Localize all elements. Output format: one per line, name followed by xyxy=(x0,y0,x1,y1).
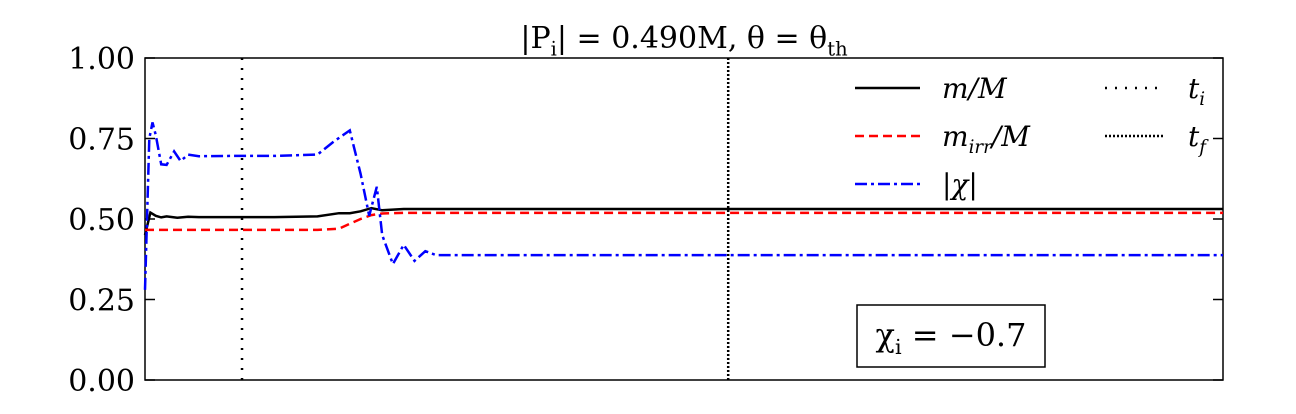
annotation-part: i xyxy=(895,335,902,359)
y-tick-label: 1.00 xyxy=(68,42,135,77)
legend-label: |χ| xyxy=(942,168,978,201)
legend-label-part: t xyxy=(1188,72,1200,105)
chart-title: |Pi| = 0.490M, θ = θth xyxy=(520,21,848,61)
chart-title-part: th xyxy=(827,38,848,61)
legend-label-part: f xyxy=(1197,137,1209,158)
legend-label: mirr/M xyxy=(942,120,1031,158)
line-series xyxy=(143,122,1223,290)
legend-label: tf xyxy=(1188,120,1209,158)
annotation-part: = −0.7 xyxy=(902,316,1027,354)
line-series xyxy=(145,211,1223,232)
legend-label: m/M xyxy=(942,72,1008,105)
chart-title-part: |P xyxy=(520,21,550,56)
chart-title-part: i xyxy=(551,38,557,61)
chart-title-part: | = 0.490M, θ = θ xyxy=(557,21,827,56)
y-tick-label: 0.00 xyxy=(68,364,135,399)
line-series xyxy=(143,206,1223,236)
legend-label-part: /M xyxy=(989,120,1031,153)
legend-label-part: t xyxy=(1188,120,1200,153)
plot-frame xyxy=(144,57,1224,381)
legend-label: ti xyxy=(1188,72,1205,110)
annotation-part: χ xyxy=(876,316,895,354)
legend-label-part: i xyxy=(1199,89,1205,110)
annotation: χi = −0.7 xyxy=(876,316,1027,359)
annotation-box xyxy=(856,304,1046,368)
legend-label-part: m xyxy=(942,120,969,153)
y-tick-label: 0.75 xyxy=(68,123,135,158)
legend-label-part: irr xyxy=(969,137,994,158)
y-tick-label: 0.50 xyxy=(68,203,135,238)
y-tick-label: 0.25 xyxy=(68,284,135,319)
